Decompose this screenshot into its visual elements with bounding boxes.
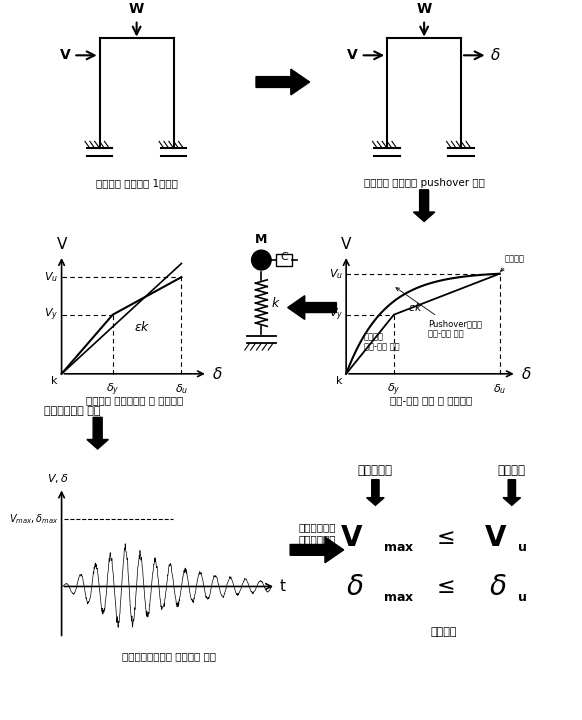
Text: $\delta_u$: $\delta_u$	[493, 382, 506, 395]
Polygon shape	[367, 480, 384, 505]
Text: $V,\delta$: $V,\delta$	[47, 472, 69, 485]
Text: $\delta_y$: $\delta_y$	[106, 382, 119, 398]
Text: $\delta$: $\delta$	[212, 366, 222, 382]
Text: V: V	[59, 48, 70, 63]
Polygon shape	[290, 537, 344, 563]
Text: $\delta$: $\delta$	[521, 366, 531, 382]
Text: $\delta$: $\delta$	[491, 48, 501, 63]
Text: 입력지진파의 선택: 입력지진파의 선택	[44, 406, 101, 416]
Text: 하중-변위 곡선 및 극한변위: 하중-변위 곡선 및 극한변위	[391, 395, 473, 405]
Text: V: V	[341, 237, 352, 252]
Text: 비선형동적해석의 최대응답 평가: 비선형동적해석의 최대응답 평가	[122, 652, 216, 661]
Text: k: k	[336, 376, 342, 386]
Text: $\delta_u$: $\delta_u$	[175, 382, 188, 395]
Text: M: M	[255, 233, 268, 246]
Text: Pushover해석의
하중-변위 곡선: Pushover해석의 하중-변위 곡선	[396, 288, 482, 338]
Text: $V_{max},\delta_{max}$: $V_{max},\delta_{max}$	[9, 512, 59, 526]
Bar	[276, 254, 292, 266]
Text: $\leq$: $\leq$	[432, 528, 455, 548]
Text: $V_u$: $V_u$	[44, 270, 59, 284]
Text: 단자유도계의
시간이력응답: 단자유도계의 시간이력응답	[298, 522, 336, 544]
Text: $V_y$: $V_y$	[44, 307, 59, 323]
Text: $\varepsilon k$: $\varepsilon k$	[134, 320, 151, 333]
Text: $\delta_y$: $\delta_y$	[387, 382, 400, 398]
Text: $\delta$: $\delta$	[346, 573, 364, 601]
Text: V: V	[56, 237, 67, 252]
Text: $\varepsilon k$: $\varepsilon k$	[407, 301, 423, 312]
Text: 단자유도 구조물의 1차설계: 단자유도 구조물의 1차설계	[95, 178, 178, 188]
Text: $\mathbf{V}$: $\mathbf{V}$	[340, 524, 364, 552]
Text: 극한변위: 극한변위	[501, 255, 524, 271]
Text: k: k	[271, 297, 278, 310]
Text: $\leq$: $\leq$	[432, 577, 455, 598]
Text: k: k	[51, 376, 58, 386]
Text: $\mathbf{u}$: $\mathbf{u}$	[517, 541, 527, 554]
Text: 단자유도 구조물의 pushover 해석: 단자유도 구조물의 pushover 해석	[364, 178, 485, 188]
Text: $V_u$: $V_u$	[329, 267, 343, 281]
Text: $\delta$: $\delta$	[489, 573, 507, 601]
Text: $\mathbf{max}$: $\mathbf{max}$	[383, 591, 414, 604]
Text: 성능평가: 성능평가	[430, 627, 457, 637]
Text: $\mathbf{u}$: $\mathbf{u}$	[517, 591, 527, 604]
Polygon shape	[87, 418, 108, 449]
Text: 성능역량: 성능역량	[498, 464, 526, 477]
Text: C: C	[280, 252, 288, 262]
Polygon shape	[288, 296, 336, 320]
Text: $V_y$: $V_y$	[329, 307, 343, 323]
Text: t: t	[280, 579, 286, 594]
Text: 이상화된 단자유도계 및 이력특성: 이상화된 단자유도계 및 이력특성	[86, 395, 183, 405]
Circle shape	[251, 250, 271, 270]
Polygon shape	[503, 480, 521, 505]
Text: W: W	[417, 1, 432, 16]
Text: $\mathbf{V}$: $\mathbf{V}$	[484, 524, 507, 552]
Text: $\mathbf{max}$: $\mathbf{max}$	[383, 541, 414, 554]
Text: W: W	[129, 1, 144, 16]
Text: 이상화된
하중-변위 곡선: 이상화된 하중-변위 곡선	[364, 332, 399, 351]
Text: V: V	[347, 48, 358, 63]
Polygon shape	[256, 69, 310, 95]
Text: 성능요구량: 성능요구량	[358, 464, 393, 477]
Polygon shape	[413, 190, 435, 222]
